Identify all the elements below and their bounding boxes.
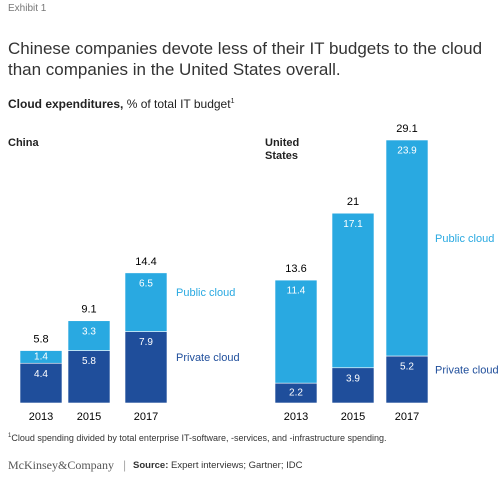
value-label: 5.2 (400, 362, 414, 373)
bar-segment (19, 362, 63, 404)
series-label: Public cloud (435, 233, 494, 245)
footnote-text: Cloud spending divided by total enterpri… (11, 433, 387, 443)
brand: McKinsey&Company (8, 458, 114, 472)
x-tick-label: 2013 (284, 411, 308, 423)
chart-title: United States (265, 137, 300, 162)
bar-segment (274, 279, 318, 384)
x-tick-label: 2017 (395, 411, 419, 423)
footnote-mark: 1 (8, 433, 12, 439)
series-label: Private cloud (176, 352, 240, 364)
bar-segment (385, 355, 429, 404)
subtitle: Cloud expenditures, % of total IT budget… (8, 97, 234, 111)
series-label: Public cloud (176, 287, 235, 299)
subtitle-rest: % of total IT budget (126, 97, 231, 111)
subtitle-note: 1 (230, 98, 235, 105)
value-label: 1.4 (34, 352, 48, 363)
value-label: 3.9 (346, 373, 360, 384)
x-tick-label: 2015 (77, 411, 101, 423)
exhibit-label: Exhibit 1 (8, 3, 47, 14)
footnote: 1Cloud spending divided by total enterpr… (8, 433, 387, 443)
value-label: 5.8 (82, 356, 96, 367)
bar-segment (385, 139, 429, 357)
value-label: 7.9 (139, 337, 153, 348)
bar-segment (124, 331, 168, 404)
total-label: 29.1 (396, 123, 417, 135)
bar-segment (331, 212, 375, 369)
source-label: Source: (133, 460, 169, 471)
chart-title: China (8, 137, 39, 149)
value-label: 23.9 (397, 146, 417, 157)
source-text: Expert interviews; Gartner; IDC (171, 460, 303, 471)
value-label: 6.5 (139, 278, 153, 289)
value-label: 3.3 (82, 326, 96, 337)
x-tick-label: 2013 (29, 411, 53, 423)
total-label: 14.4 (135, 256, 156, 268)
bar-segment (331, 367, 375, 404)
value-label: 4.4 (34, 369, 48, 380)
bar-segment (19, 350, 63, 364)
subtitle-bold: Cloud expenditures, (8, 97, 124, 111)
bar-segment (67, 350, 111, 404)
bar-segment (67, 320, 111, 351)
x-tick-label: 2015 (341, 411, 365, 423)
total-label: 13.6 (285, 263, 306, 275)
x-tick-label: 2017 (134, 411, 158, 423)
bar-segment (124, 272, 168, 332)
total-label: 9.1 (81, 304, 96, 316)
series-label: Private cloud (435, 364, 499, 376)
total-label: 21 (347, 196, 359, 208)
total-label: 5.8 (33, 333, 48, 345)
source: Source: Expert interviews; Gartner; IDC (133, 460, 302, 471)
divider: | (123, 458, 127, 472)
page-title: Chinese companies devote less of their I… (8, 39, 483, 79)
value-label: 11.4 (287, 286, 306, 297)
value-label: 17.1 (343, 219, 363, 230)
value-label: 2.2 (289, 388, 303, 399)
